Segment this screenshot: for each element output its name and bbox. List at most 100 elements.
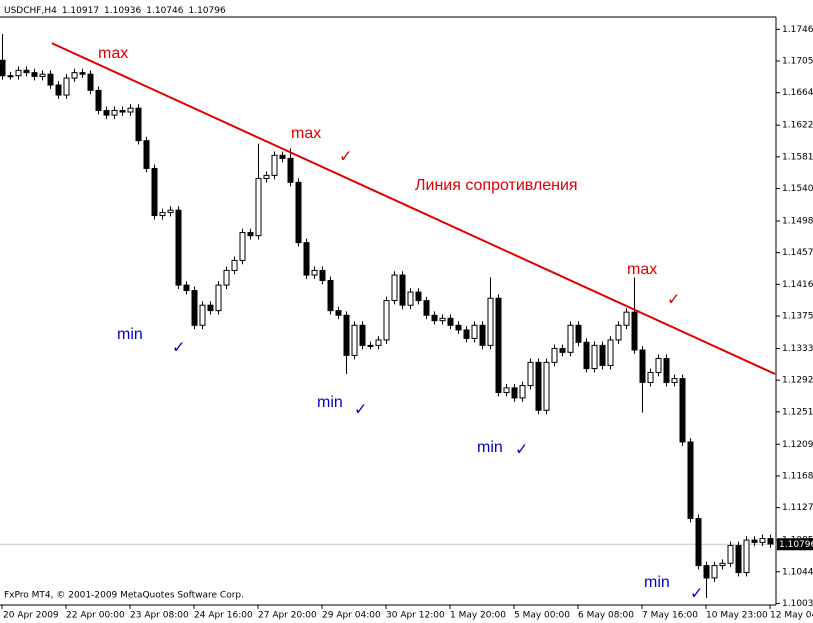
candle-body xyxy=(223,269,230,286)
candle-body xyxy=(335,310,342,316)
x-tick-label: 20 Apr 2009 xyxy=(3,611,59,621)
candle-body xyxy=(215,284,222,312)
candle-body xyxy=(431,314,438,322)
y-tick-label: 1.17050 xyxy=(782,57,813,67)
candle-body xyxy=(327,279,334,312)
candle-body xyxy=(375,339,382,346)
candle-body xyxy=(303,242,310,276)
candle-body xyxy=(567,324,574,353)
candle-body xyxy=(511,387,518,399)
y-tick-label: 1.14160 xyxy=(782,280,813,290)
x-tick-label: 30 Apr 12:00 xyxy=(386,611,445,621)
candle-body xyxy=(719,562,726,567)
candle-body xyxy=(695,517,702,567)
candle-body xyxy=(343,314,350,356)
x-tick-label: 10 May 23:00 xyxy=(706,611,768,621)
y-tick-label: 1.13330 xyxy=(782,344,813,354)
y-tick-label: 1.15400 xyxy=(782,184,813,194)
max-label: max xyxy=(98,45,128,62)
candle-body xyxy=(647,371,654,383)
symbol: USDCHF,H4 xyxy=(4,6,57,16)
candle-body xyxy=(535,361,542,411)
y-tick-label: 1.16220 xyxy=(782,121,813,131)
candle-body xyxy=(391,274,398,302)
x-tick-label: 24 Apr 16:00 xyxy=(194,611,253,621)
candle-body xyxy=(119,109,126,113)
check-icon: ✓ xyxy=(172,338,185,357)
candle-body xyxy=(143,140,150,169)
candle-body xyxy=(367,344,374,347)
y-tick-label: 1.16640 xyxy=(782,88,813,98)
candle-body xyxy=(415,291,422,302)
candle-body xyxy=(183,284,190,292)
candle-body xyxy=(23,69,30,74)
candle-body xyxy=(15,69,22,77)
min-label: min xyxy=(644,574,670,591)
candle-body xyxy=(399,274,406,306)
candle-body xyxy=(359,324,366,346)
candle-body xyxy=(55,84,62,96)
check-icon: ✓ xyxy=(354,400,367,419)
candle-body xyxy=(559,347,566,353)
candle-body xyxy=(111,109,118,116)
candle-body xyxy=(31,72,38,77)
y-tick-label: 1.12090 xyxy=(782,440,813,450)
candle-body xyxy=(383,300,390,341)
candle-body xyxy=(551,347,558,363)
candle-body xyxy=(447,317,454,326)
candle-body xyxy=(767,538,774,545)
candle-body xyxy=(0,59,6,77)
candle-body xyxy=(319,269,326,281)
candle-body xyxy=(239,232,246,261)
footer: FxPro MT4, © 2001-2009 MetaQuotes Softwa… xyxy=(4,591,244,601)
candle-body xyxy=(103,109,110,116)
candle-body xyxy=(599,344,606,366)
candle-body xyxy=(263,174,270,179)
y-tick-label: 1.10440 xyxy=(782,567,813,577)
candle-body xyxy=(287,157,294,183)
candle-body xyxy=(623,311,630,326)
candle-body xyxy=(487,297,494,346)
candle-body xyxy=(727,545,734,564)
candle-body xyxy=(463,329,470,339)
candle-body xyxy=(79,72,86,75)
candle-body xyxy=(743,539,750,574)
candle-body xyxy=(255,177,262,237)
check-icon: ✓ xyxy=(339,147,352,166)
candle-body xyxy=(63,77,70,96)
candle-body xyxy=(503,387,510,394)
y-tick-label: 1.12920 xyxy=(782,376,813,386)
last-price-label: 1.10796 xyxy=(779,540,813,550)
y-tick-label: 1.15810 xyxy=(782,152,813,162)
candle-body xyxy=(7,75,14,78)
x-tick-label: 12 May 04:00 xyxy=(770,611,813,621)
candle-body xyxy=(687,441,694,519)
candle-body xyxy=(39,73,46,77)
candle-body xyxy=(423,300,430,316)
y-tick-label: 1.14980 xyxy=(782,216,813,226)
candle-body xyxy=(271,154,278,176)
y-tick-label: 1.13750 xyxy=(782,312,813,322)
candle-body xyxy=(471,324,478,339)
candle-body xyxy=(751,539,758,543)
candle-body xyxy=(295,181,302,244)
x-tick-label: 1 May 20:00 xyxy=(450,611,506,621)
candle-body xyxy=(495,297,502,394)
candle-body xyxy=(351,324,358,356)
candle-body xyxy=(527,361,534,387)
min-label: min xyxy=(117,326,143,343)
candle-body xyxy=(615,324,622,341)
candle-body xyxy=(231,259,238,271)
candle-body xyxy=(167,209,174,213)
x-tick-label: 27 Apr 20:00 xyxy=(258,611,317,621)
candle-body xyxy=(455,324,462,331)
candle-body xyxy=(759,538,766,543)
header-value: 1.10746 xyxy=(146,6,183,16)
max-label: max xyxy=(291,125,321,142)
candle-body xyxy=(175,209,182,286)
header-value: 1.10936 xyxy=(104,6,141,16)
candle-body xyxy=(671,378,678,383)
candle-body xyxy=(655,358,662,373)
